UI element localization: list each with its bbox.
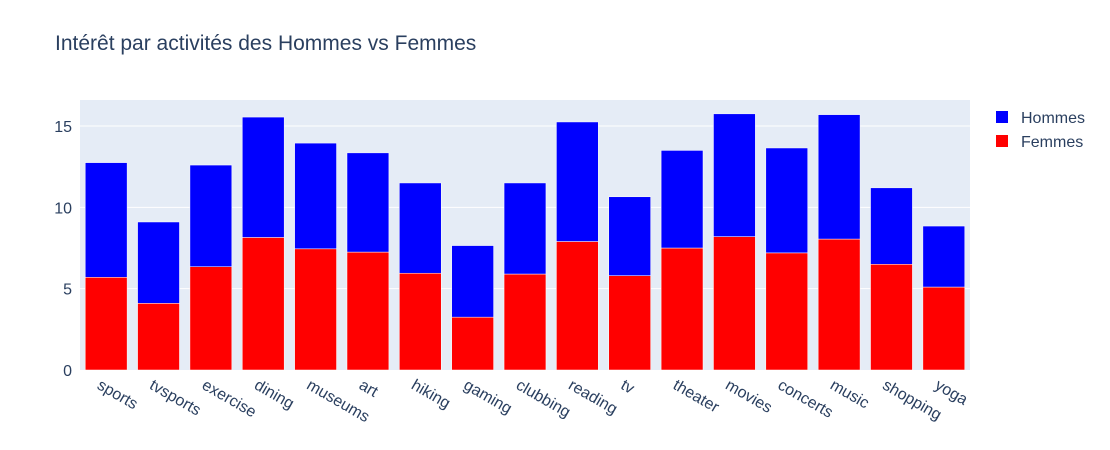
bar-femmes-dining[interactable] (242, 237, 285, 371)
bar-hommes-tv[interactable] (608, 196, 651, 276)
legend-label[interactable]: Hommes (1021, 110, 1085, 127)
bar-hommes-yoga[interactable] (922, 225, 966, 288)
x-tick-label: hiking (408, 377, 453, 413)
bar-hommes-dining[interactable] (242, 116, 285, 238)
bar-hommes-shopping[interactable] (870, 187, 913, 265)
x-tick-label: exercise (199, 377, 259, 422)
y-tick-label: 15 (54, 119, 72, 136)
bar-hommes-exercise[interactable] (189, 164, 233, 267)
bars (84, 113, 966, 371)
x-tick-label: art (356, 377, 381, 401)
x-tick-label: tv (618, 377, 637, 398)
legend-swatch[interactable] (996, 111, 1008, 123)
bar-femmes-shopping[interactable] (870, 264, 913, 371)
bar-femmes-music[interactable] (817, 238, 861, 371)
legend-swatch[interactable] (996, 135, 1008, 147)
y-axis: 0 5 10 15 (54, 119, 72, 380)
bar-femmes-hiking[interactable] (399, 272, 442, 371)
bar-hommes-reading[interactable] (556, 121, 599, 242)
bar-femmes-theater[interactable] (660, 247, 704, 371)
bar-femmes-yoga[interactable] (922, 286, 966, 371)
x-tick-label: gaming (461, 377, 515, 418)
bar-hommes-art[interactable] (346, 152, 390, 253)
bar-hommes-clubbing[interactable] (503, 182, 547, 275)
bar-femmes-museums[interactable] (294, 248, 337, 371)
x-tick-label: tvsports (147, 377, 204, 420)
bar-hommes-music[interactable] (817, 114, 861, 240)
chart-title: Intérêt par activités des Hommes vs Femm… (55, 32, 476, 55)
bar-femmes-reading[interactable] (556, 241, 599, 371)
bar-hommes-sports[interactable] (84, 162, 128, 278)
bar-femmes-tvsports[interactable] (137, 303, 180, 371)
bar-femmes-exercise[interactable] (189, 266, 233, 371)
bar-hommes-movies[interactable] (713, 113, 756, 237)
x-tick-label: yoga (932, 377, 971, 409)
bar-femmes-clubbing[interactable] (503, 273, 547, 371)
x-tick-label: reading (565, 377, 620, 418)
bar-hommes-concerts[interactable] (765, 147, 808, 254)
legend-label[interactable]: Femmes (1021, 134, 1083, 151)
y-tick-label: 5 (63, 282, 72, 299)
bar-hommes-gaming[interactable] (451, 245, 494, 318)
bar-hommes-theater[interactable] (660, 150, 704, 249)
bar-hommes-tvsports[interactable] (137, 221, 180, 304)
x-tick-label: clubbing (513, 377, 573, 422)
bar-femmes-concerts[interactable] (765, 252, 808, 371)
x-tick-label: concerts (775, 377, 836, 422)
x-tick-label: sports (94, 377, 140, 414)
bar-hommes-hiking[interactable] (399, 182, 442, 274)
bar-femmes-gaming[interactable] (451, 316, 494, 371)
x-tick-label: movies (722, 377, 774, 417)
x-tick-label: theater (670, 377, 722, 417)
y-tick-label: 10 (54, 200, 72, 217)
bar-femmes-tv[interactable] (608, 275, 651, 371)
bar-femmes-art[interactable] (346, 251, 390, 371)
y-tick-label: 0 (63, 363, 72, 380)
bar-hommes-museums[interactable] (294, 142, 337, 250)
x-tick-label: shopping (879, 377, 944, 424)
bar-femmes-movies[interactable] (713, 236, 756, 371)
bar-femmes-sports[interactable] (84, 277, 128, 371)
legend[interactable]: Hommes Femmes (996, 110, 1085, 151)
